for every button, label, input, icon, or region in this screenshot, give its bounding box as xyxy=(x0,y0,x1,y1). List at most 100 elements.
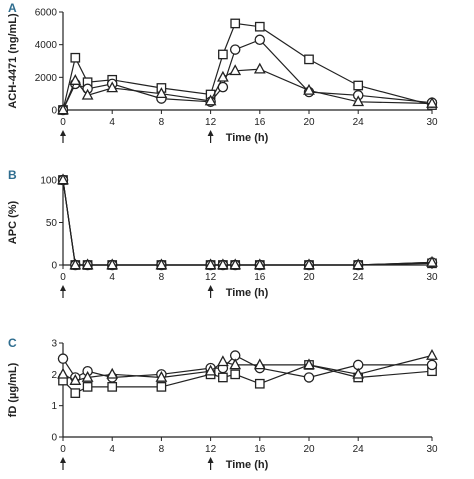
dose-arrow xyxy=(207,130,214,143)
data-point-triangle xyxy=(69,374,82,385)
data-point-triangle xyxy=(303,358,315,370)
x-tick-label: 8 xyxy=(159,444,165,455)
y-axis-label: ACH-4471 (ng/mL) xyxy=(7,13,19,109)
x-tick-label: 24 xyxy=(353,117,365,128)
data-point-triangle xyxy=(155,370,168,382)
data-point-triangle xyxy=(81,88,94,100)
dose-arrow-head xyxy=(60,130,66,136)
series-line-square xyxy=(62,179,433,266)
data-point-square xyxy=(218,372,228,383)
y-axis-label: APC (%) xyxy=(7,200,19,244)
x-axis-label: Time (h) xyxy=(226,459,269,471)
data-point-triangle xyxy=(57,103,69,115)
data-point-triangle xyxy=(426,348,438,360)
data-point-square xyxy=(218,49,228,60)
x-tick-label: 0 xyxy=(60,272,66,283)
y-tick-label: 50 xyxy=(46,218,58,229)
data-point-square xyxy=(156,382,167,392)
data-point-triangle xyxy=(253,358,266,370)
x-tick-label: 4 xyxy=(109,117,115,128)
panel-label: C xyxy=(8,336,17,350)
data-point-triangle xyxy=(57,173,69,185)
data-point-triangle xyxy=(155,258,168,270)
data-point-square xyxy=(230,369,241,380)
data-point-circle xyxy=(303,372,315,383)
data-point-triangle xyxy=(303,258,315,270)
x-tick-label: 4 xyxy=(109,444,115,455)
y-tick-label: 4000 xyxy=(35,40,58,51)
data-point-triangle xyxy=(352,367,365,379)
panel-label: A xyxy=(8,1,17,15)
data-point-triangle xyxy=(204,364,217,376)
x-tick-label: 8 xyxy=(159,117,165,128)
data-point-triangle xyxy=(217,70,229,82)
data-point-triangle xyxy=(81,258,94,270)
data-point-triangle xyxy=(204,258,217,270)
x-tick-label: 12 xyxy=(205,272,217,283)
y-tick-label: 1 xyxy=(51,401,57,412)
data-point-triangle xyxy=(352,95,365,107)
data-point-square xyxy=(70,52,81,63)
data-point-triangle xyxy=(229,64,242,76)
data-point-square xyxy=(254,21,265,32)
x-tick-label: 20 xyxy=(303,444,315,455)
data-point-square xyxy=(304,54,314,65)
chart-panel-a: A 0 2000 4000 6000 0 4 8 12 16 20 24 30 Time (h) ACH-4… xyxy=(7,1,438,144)
data-point-triangle xyxy=(253,62,266,74)
data-point-square xyxy=(254,378,265,389)
data-point-circle xyxy=(57,353,69,364)
x-tick-label: 24 xyxy=(353,444,365,455)
dose-arrow-head xyxy=(60,285,66,291)
y-tick-label: 3 xyxy=(51,339,57,350)
data-point-triangle xyxy=(229,258,242,270)
y-axis-label: fD (µg/mL) xyxy=(7,362,19,417)
series-square xyxy=(58,175,437,270)
series-line-triangle xyxy=(62,179,433,266)
data-point-triangle xyxy=(106,258,119,270)
data-point-triangle xyxy=(217,258,229,270)
x-tick-label: 12 xyxy=(205,117,217,128)
x-axis-label: Time (h) xyxy=(226,287,269,299)
x-tick-label: 0 xyxy=(60,117,66,128)
data-point-square xyxy=(70,388,81,398)
panel-label: B xyxy=(8,168,17,182)
data-point-triangle xyxy=(106,81,119,93)
dose-arrow-head xyxy=(60,457,66,463)
x-tick-label: 20 xyxy=(303,272,315,283)
series-square xyxy=(58,18,437,115)
dose-arrow xyxy=(60,285,66,298)
series-line-triangle xyxy=(62,68,433,111)
data-point-square xyxy=(353,80,364,91)
series-line-circle xyxy=(62,179,433,266)
data-point-square xyxy=(230,18,241,29)
dose-arrow-head xyxy=(207,457,214,463)
series-triangle xyxy=(57,348,438,385)
y-tick-label: 2000 xyxy=(35,73,58,84)
data-point-triangle xyxy=(426,96,438,108)
data-point-triangle xyxy=(106,367,119,379)
data-point-triangle xyxy=(426,255,438,267)
data-point-triangle xyxy=(229,358,242,370)
x-tick-label: 16 xyxy=(254,117,266,128)
data-point-triangle xyxy=(204,94,217,106)
dose-arrow xyxy=(60,457,66,470)
data-point-circle xyxy=(254,34,266,46)
dose-arrow xyxy=(207,285,214,298)
y-tick-label: 0 xyxy=(51,261,57,272)
data-point-triangle xyxy=(57,367,69,379)
y-tick-label: 2 xyxy=(51,370,57,381)
x-tick-label: 4 xyxy=(109,272,115,283)
dose-arrow-head xyxy=(207,130,214,136)
data-point-triangle xyxy=(69,258,82,270)
chart-panel-b: B 0 50 100 0 4 8 12 16 20 24 30 Time (h) APC (%) xyxy=(7,168,438,299)
data-point-triangle xyxy=(155,87,168,99)
data-point-triangle xyxy=(352,258,365,270)
series-triangle xyxy=(57,62,438,115)
x-tick-label: 12 xyxy=(205,444,217,455)
data-point-triangle xyxy=(303,83,315,95)
x-tick-label: 30 xyxy=(426,117,438,128)
dose-arrow-head xyxy=(207,285,214,291)
data-point-square xyxy=(107,382,118,392)
